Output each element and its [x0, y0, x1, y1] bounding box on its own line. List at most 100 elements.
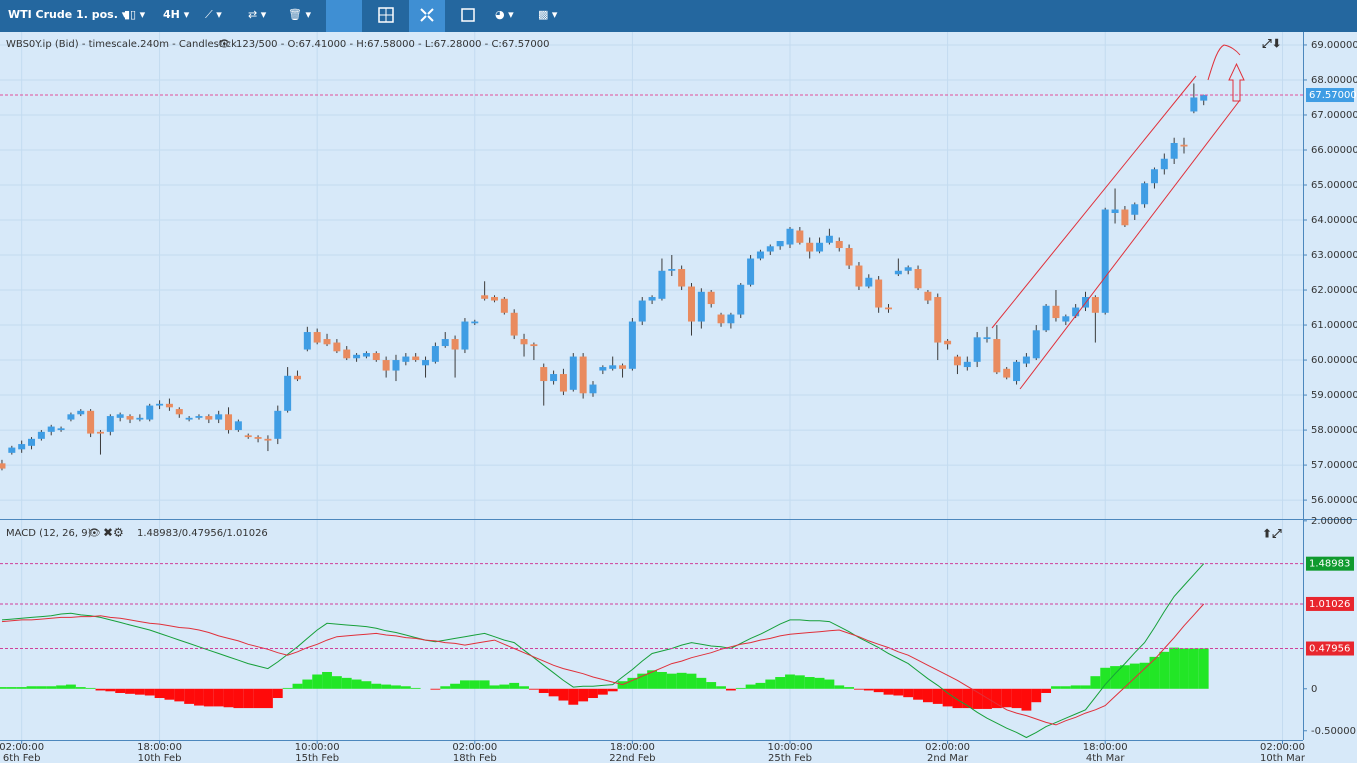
histogram-bar: [1031, 688, 1042, 703]
candle-body: [254, 437, 262, 439]
candle-body: [353, 354, 361, 359]
candle-body: [806, 242, 814, 252]
histogram-bar: [95, 688, 106, 691]
y-tick-label: 2.00000: [1311, 516, 1352, 527]
histogram-bar: [834, 685, 845, 689]
candle-body: [1141, 183, 1149, 205]
histogram-bar: [854, 688, 864, 690]
candle-body: [776, 241, 784, 247]
candle-body: [865, 277, 873, 287]
fullscreen-button[interactable]: [450, 0, 486, 32]
histogram-bar: [1169, 647, 1180, 689]
x-tick-label: 02:00:00: [1260, 742, 1305, 753]
candle-body: [1180, 144, 1188, 147]
timeframe: 4H: [163, 8, 180, 21]
candle-body: [993, 339, 1001, 373]
visibility-icon[interactable]: 👁: [88, 528, 101, 539]
histogram-bar: [775, 677, 786, 689]
histogram-bar: [233, 688, 244, 709]
candle-body: [520, 339, 528, 345]
histogram-bar: [105, 688, 116, 692]
candle-body: [422, 360, 430, 366]
candle-body: [835, 241, 843, 249]
candle-body: [796, 230, 804, 243]
candle-body: [540, 367, 548, 382]
histogram-bar: [322, 671, 332, 689]
histogram-bar: [785, 674, 795, 689]
y-tick-label: 66.00000: [1311, 145, 1357, 156]
arrow-annotation[interactable]: [1228, 62, 1245, 102]
candle-body: [67, 414, 75, 420]
histogram-bar: [85, 687, 96, 689]
macd-controls[interactable]: ✖⚙: [103, 526, 124, 540]
histogram-bar: [922, 688, 933, 703]
channel-line[interactable]: [1019, 99, 1241, 390]
y-tick-label: 67.00000: [1311, 110, 1357, 121]
channel-line[interactable]: [991, 75, 1197, 329]
candle-body: [185, 417, 193, 420]
histogram-bar: [982, 688, 992, 709]
histogram-bar: [134, 688, 145, 695]
y-tick-label: 56.00000: [1311, 495, 1357, 506]
candle-body: [490, 297, 498, 301]
histogram-bar: [696, 677, 707, 689]
candle-body: [500, 298, 508, 313]
histogram-bar: [903, 688, 914, 698]
histogram-bar: [381, 684, 392, 689]
candle-body: [106, 416, 114, 432]
draw-button[interactable]: ⟋ ▾: [205, 8, 222, 21]
histogram-bar: [863, 688, 874, 691]
histogram-bar: [36, 686, 47, 689]
candle-body: [944, 340, 952, 345]
chart-background: [0, 32, 1357, 763]
layout-button[interactable]: [368, 0, 404, 32]
histogram-bar: [804, 677, 815, 689]
level-label: 1.01026: [1309, 599, 1350, 610]
timeframe-selector[interactable]: 4H ▾: [163, 8, 190, 21]
volume-button[interactable]: [326, 0, 362, 32]
language-button[interactable]: ▩ ▾: [538, 8, 558, 21]
candle-body: [156, 403, 164, 406]
candle-body: [1121, 209, 1129, 226]
histogram-bar: [371, 683, 382, 689]
candle-body: [687, 286, 695, 322]
candle-body: [195, 416, 203, 418]
candle-body: [816, 242, 824, 252]
histogram-bar: [528, 688, 539, 690]
histogram-bar: [755, 682, 766, 689]
histogram-bar: [1021, 688, 1032, 711]
delete-button[interactable]: 🗑 ▾: [288, 8, 311, 21]
chart-type-button[interactable]: ▮▯ ▾: [124, 8, 146, 21]
candle-body: [1170, 142, 1178, 159]
pane-controls[interactable]: ⬆⤢: [1262, 527, 1282, 541]
histogram-bar: [243, 688, 254, 709]
theme-button[interactable]: ◕ ▾: [495, 8, 514, 21]
candle-body: [599, 367, 607, 371]
candle-body: [983, 337, 991, 340]
histogram-bar: [1090, 676, 1101, 689]
candle-body: [274, 410, 282, 439]
histogram-bar: [1100, 667, 1111, 689]
histogram-bar: [627, 677, 638, 689]
x-tick-label: 02:00:00: [452, 742, 497, 753]
histogram-bar: [26, 686, 37, 689]
histogram-bar: [883, 688, 894, 695]
fit-button[interactable]: [409, 0, 445, 32]
histogram-bar: [558, 688, 569, 701]
indicator-button[interactable]: ⇄ ▾: [248, 8, 267, 21]
instrument-selector[interactable]: WTI Crude 1. pos. ▾: [8, 8, 128, 21]
y-tick-label: 61.00000: [1311, 320, 1357, 331]
candle-body: [481, 295, 489, 299]
visibility-icon[interactable]: 👁: [218, 39, 231, 50]
icon: [378, 7, 394, 23]
pane-controls[interactable]: ⤢⬇: [1261, 37, 1282, 51]
candle-body: [37, 431, 45, 439]
curve-annotation[interactable]: [1207, 44, 1241, 81]
histogram-bar: [351, 679, 362, 689]
histogram-bar: [716, 686, 726, 689]
histogram-bar: [1198, 648, 1209, 689]
histogram-bar: [932, 688, 943, 704]
candle-body: [293, 375, 301, 380]
candle-body: [1200, 95, 1208, 101]
histogram-bar: [686, 673, 697, 689]
